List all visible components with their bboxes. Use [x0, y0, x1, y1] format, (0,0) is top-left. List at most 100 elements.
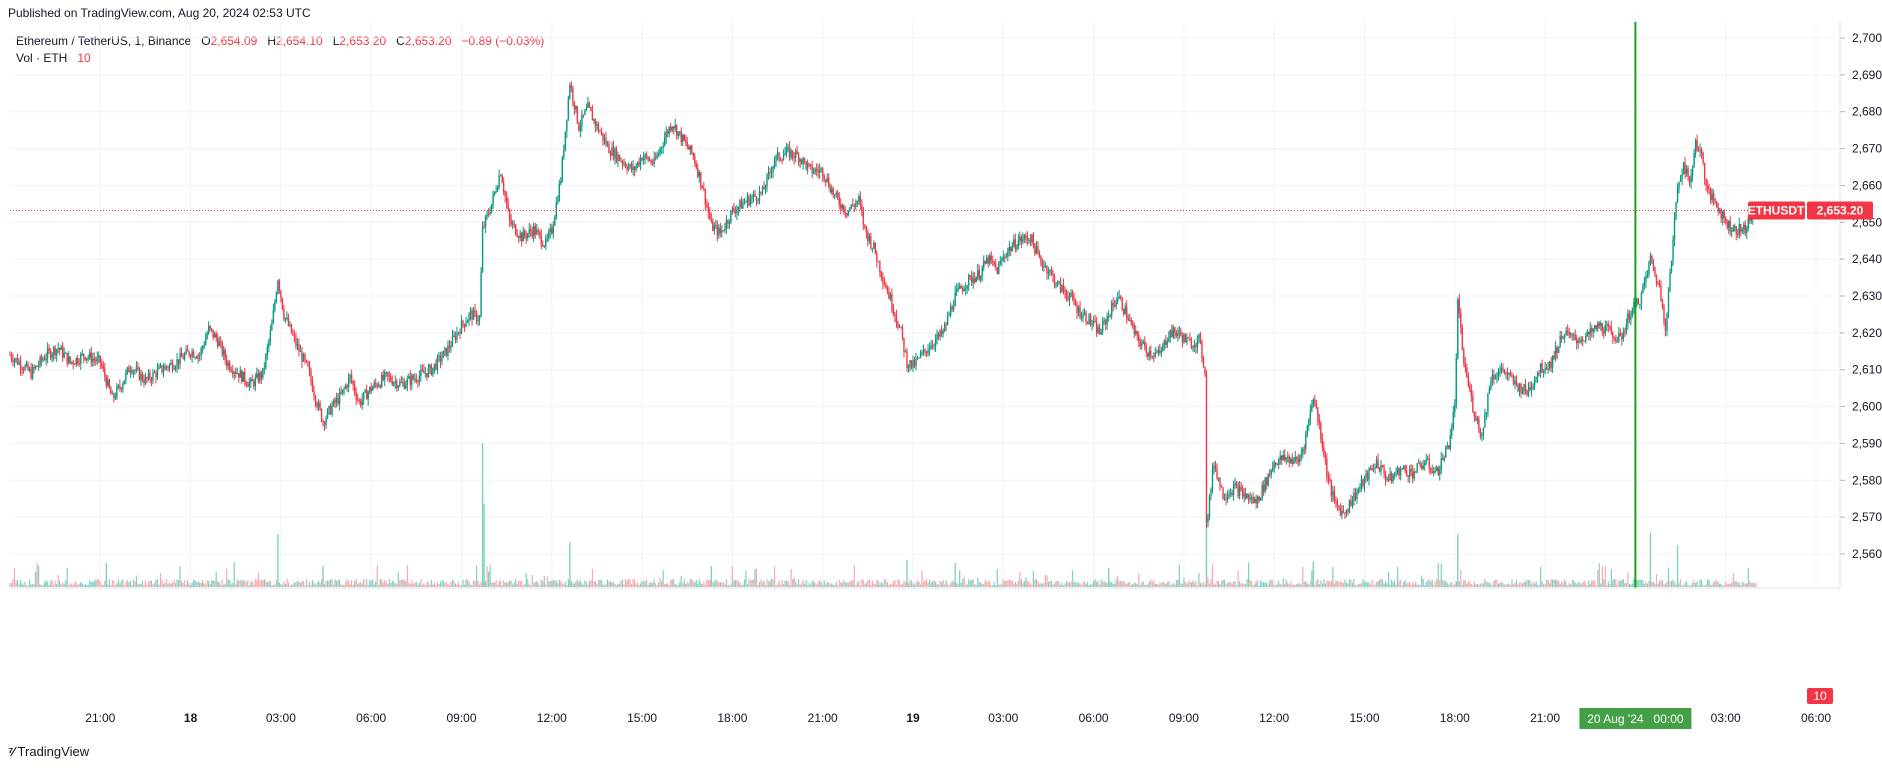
- volume-bar: [633, 579, 636, 587]
- volume-bar: [536, 580, 538, 587]
- candle-body: [1515, 380, 1518, 385]
- candle-body: [838, 197, 840, 205]
- volume-bar: [1600, 583, 1602, 587]
- volume-bar: [579, 580, 581, 587]
- volume-bar: [641, 580, 643, 587]
- candle-body: [998, 264, 1000, 274]
- candle-body: [155, 372, 157, 378]
- candle-body: [480, 271, 482, 317]
- volume-bar: [1109, 582, 1111, 587]
- candle-body: [560, 180, 562, 184]
- candle-body: [424, 373, 427, 374]
- tradingview-logo[interactable]: ⁷⁄ TradingView: [8, 744, 89, 759]
- candle-body: [742, 203, 744, 209]
- candle-body: [362, 392, 365, 400]
- volume-bar: [656, 585, 658, 587]
- volume-bar: [725, 579, 727, 587]
- volume-bar: [627, 579, 630, 587]
- volume-bar: [1040, 583, 1042, 587]
- candle-body: [582, 114, 585, 116]
- volume-bar: [1561, 581, 1563, 587]
- candle-body: [1460, 312, 1462, 328]
- volume-bar: [617, 583, 619, 587]
- tradingview-brand-text: TradingView: [17, 744, 90, 759]
- volume-bar: [343, 585, 345, 587]
- volume-bar: [129, 580, 131, 587]
- candle-body: [820, 168, 822, 170]
- candle-body: [1079, 307, 1081, 318]
- candle-body: [1014, 239, 1017, 250]
- volume-bar: [1016, 583, 1018, 587]
- volume-legend-label[interactable]: Vol · ETH: [16, 51, 68, 65]
- candle-body: [1275, 462, 1277, 465]
- candle-body: [910, 360, 913, 368]
- volume-bar: [1001, 583, 1003, 587]
- volume-bar: [1031, 584, 1033, 587]
- volume-bar: [1552, 579, 1554, 587]
- volume-bar: [897, 579, 899, 587]
- candle-body: [1633, 301, 1635, 308]
- candle-body: [150, 379, 153, 381]
- volume-bar: [1372, 584, 1375, 587]
- candle-body: [673, 126, 675, 129]
- volume-bar: [1273, 584, 1275, 587]
- candle-body: [469, 310, 472, 315]
- volume-bar: [1390, 579, 1393, 587]
- volume-bar: [515, 579, 517, 587]
- candle-body: [1624, 331, 1626, 333]
- volume-bar: [1193, 582, 1196, 587]
- candle-body: [81, 353, 83, 355]
- volume-bar: [674, 584, 676, 587]
- volume-bar: [424, 585, 426, 587]
- candle-body: [167, 367, 169, 369]
- candle-body: [1005, 256, 1008, 257]
- volume-bar: [1351, 582, 1354, 587]
- volume-bar: [1338, 582, 1340, 587]
- candle-body: [1211, 469, 1214, 490]
- volume-bar: [468, 581, 470, 587]
- volume-bar: [543, 575, 545, 587]
- volume-bar: [602, 584, 604, 587]
- candle-body: [1259, 497, 1262, 501]
- candle-body: [1097, 327, 1099, 334]
- candle-body: [1711, 193, 1713, 201]
- volume-bar: [84, 584, 86, 587]
- candle-body: [752, 193, 755, 197]
- volume-bar: [1141, 582, 1143, 587]
- candle-body: [579, 126, 582, 131]
- candle-body: [716, 225, 719, 236]
- candle-body: [1365, 473, 1367, 478]
- candle-body: [996, 267, 998, 274]
- volume-bar: [873, 583, 875, 587]
- volume-bar: [518, 580, 520, 587]
- volume-bar: [1567, 585, 1569, 587]
- candle-body: [1702, 153, 1704, 163]
- candle-body: [1250, 497, 1253, 499]
- volume-bar: [1326, 580, 1328, 587]
- volume-bar: [275, 579, 277, 587]
- volume-bar: [591, 569, 594, 587]
- volume-bar: [445, 582, 448, 587]
- candle-body: [1466, 367, 1468, 377]
- volume-bar: [1013, 584, 1015, 587]
- volume-bar: [460, 585, 463, 587]
- volume-bar: [406, 564, 408, 587]
- candle-body: [668, 127, 670, 134]
- volume-bar: [1133, 582, 1135, 587]
- candle-body: [1735, 226, 1737, 235]
- volume-bar: [1365, 581, 1367, 587]
- volume-bar: [540, 579, 542, 587]
- volume-bar: [141, 580, 144, 587]
- volume-bar: [551, 581, 553, 587]
- volume-bar: [238, 580, 240, 587]
- volume-bar: [552, 579, 554, 587]
- candle-body: [338, 392, 341, 404]
- volume-bar: [1249, 580, 1251, 587]
- time-tick-label: 19: [906, 711, 920, 725]
- volume-bar: [1744, 583, 1746, 587]
- candle-body: [1442, 458, 1444, 460]
- volume-bar: [320, 579, 323, 587]
- candle-body: [1326, 458, 1328, 477]
- volume-bar: [372, 579, 374, 587]
